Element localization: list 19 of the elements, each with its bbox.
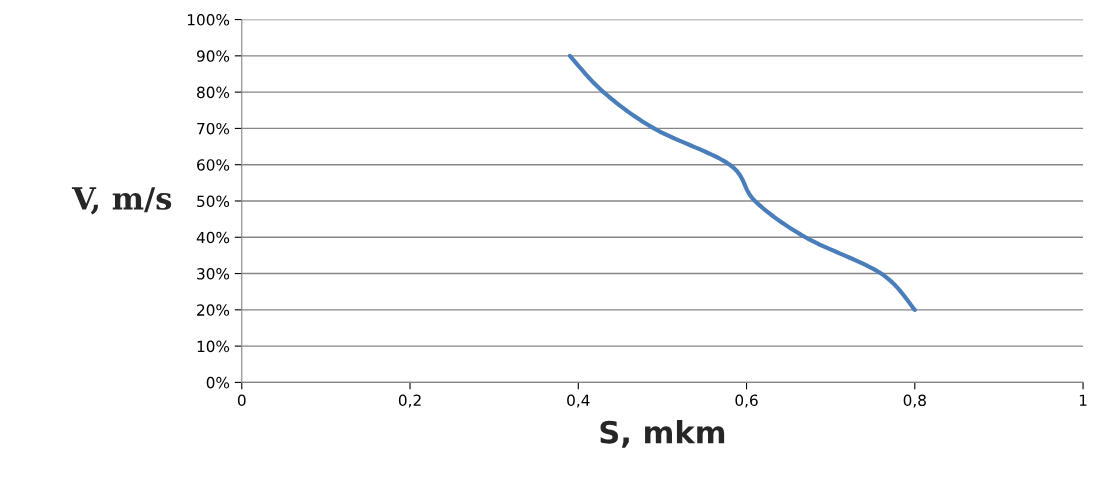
- x-tick-label: 0: [237, 394, 246, 407]
- x-tick-label: 0,8: [903, 394, 926, 408]
- x-tick-label: 0,6: [735, 394, 758, 408]
- y-tick-label: 30%: [197, 268, 230, 280]
- y-tick-label: 20%: [197, 304, 230, 316]
- y-tick-label: 10%: [197, 340, 230, 353]
- y-tick-label: 60%: [197, 159, 230, 171]
- y-tick-label: 0%: [206, 376, 230, 389]
- y-axis-title: V, m/s: [71, 187, 172, 215]
- y-tick-label: 80%: [197, 86, 230, 99]
- x-tick-label: 0,2: [398, 394, 421, 408]
- y-tick-label: 100%: [187, 14, 230, 26]
- x-tick-label: 0,4: [567, 394, 590, 408]
- y-tick-label: 90%: [196, 50, 230, 62]
- x-tick-label: 1: [1079, 394, 1087, 406]
- y-tick-label: 50%: [197, 195, 230, 207]
- y-tick-label: 40%: [196, 231, 230, 244]
- y-tick-label: 70%: [197, 122, 230, 135]
- x-axis-title: S, mkm: [600, 420, 725, 448]
